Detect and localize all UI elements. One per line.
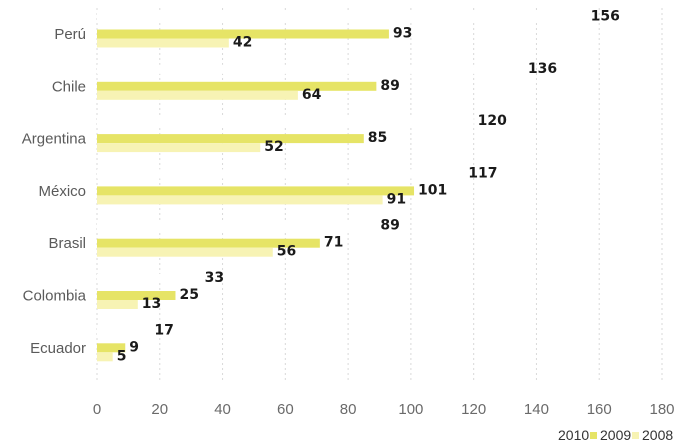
value-label-2008: 52 xyxy=(264,139,283,155)
value-label-2009: 89 xyxy=(380,78,399,94)
bar-2009 xyxy=(97,29,389,39)
bar-2010 xyxy=(97,326,151,336)
bar-2009 xyxy=(97,343,126,353)
category-label: Ecuador xyxy=(30,340,86,357)
category-label: Chile xyxy=(52,78,86,95)
value-label-2009: 101 xyxy=(418,182,447,198)
x-tick-label: 160 xyxy=(587,401,612,418)
legend-label-2010: 2010 xyxy=(558,427,589,443)
value-label-2008: 42 xyxy=(233,35,252,51)
value-label-2010: 17 xyxy=(154,322,173,338)
x-axis-ticks: 0 20 40 60 80 100 120 140 160 180 xyxy=(93,401,675,418)
x-tick-label: 40 xyxy=(214,401,231,418)
value-label-2008: 91 xyxy=(387,191,406,207)
bar-2008 xyxy=(97,38,229,48)
value-label-2009: 9 xyxy=(129,339,139,355)
bar-2010 xyxy=(97,117,474,127)
bar-2009 xyxy=(97,291,176,300)
value-label-2010: 156 xyxy=(591,9,620,25)
category-label: Perú xyxy=(54,26,86,43)
bar-2009 xyxy=(97,81,377,91)
bar-2008 xyxy=(97,195,383,205)
x-tick-label: 0 xyxy=(93,401,101,418)
x-tick-label: 100 xyxy=(398,401,423,418)
x-tick-label: 180 xyxy=(649,401,674,418)
value-label-2008: 13 xyxy=(142,296,161,312)
bar-2008 xyxy=(97,247,273,257)
value-label-2008: 5 xyxy=(117,348,127,364)
legend-label-2008: 2008 xyxy=(642,427,673,443)
value-label-2010: 136 xyxy=(528,61,557,77)
bar-2008 xyxy=(97,90,298,100)
x-tick-label: 140 xyxy=(524,401,549,418)
bar-2010 xyxy=(97,221,377,231)
x-tick-label: 60 xyxy=(277,401,294,418)
bar-2010 xyxy=(97,169,465,179)
legend-swatch-2009 xyxy=(590,432,597,439)
x-tick-label: 120 xyxy=(461,401,486,418)
value-label-2010: 117 xyxy=(468,165,497,181)
value-labels: 156 93 42 136 89 64 120 85 52 117 101 91 89 71 56 33 25 1… xyxy=(117,9,620,365)
value-label-2009: 25 xyxy=(179,287,198,303)
value-label-2009: 71 xyxy=(324,235,343,251)
bar-2010 xyxy=(97,12,587,22)
bar-2009 xyxy=(97,186,415,196)
bar-2010 xyxy=(97,64,524,74)
value-label-2009: 85 xyxy=(368,130,387,146)
legend-label-2009: 2009 xyxy=(600,427,631,443)
bar-2009 xyxy=(97,134,364,144)
value-label-2010: 120 xyxy=(478,113,507,129)
x-tick-label: 20 xyxy=(151,401,168,418)
legend-swatch-2008 xyxy=(632,432,639,439)
value-label-2008: 56 xyxy=(277,244,296,260)
value-label-2010: 89 xyxy=(380,218,399,234)
value-label-2010: 33 xyxy=(205,270,224,286)
bar-2008 xyxy=(97,300,138,309)
bar-2008 xyxy=(97,143,261,153)
value-label-2008: 64 xyxy=(302,87,322,103)
category-labels: Perú Chile Argentina México Brasil Colombia Ec… xyxy=(22,26,87,357)
legend: 2010 2009 2008 xyxy=(558,427,673,443)
category-label: Argentina xyxy=(22,131,87,148)
bar-2008 xyxy=(97,352,113,362)
x-tick-label: 80 xyxy=(340,401,357,418)
bar-layer xyxy=(97,12,587,362)
bar-2009 xyxy=(97,238,320,248)
category-label: Colombia xyxy=(23,288,87,305)
value-label-2009: 93 xyxy=(393,26,412,42)
category-label: México xyxy=(38,183,86,200)
bar-2010 xyxy=(97,274,201,283)
category-label: Brasil xyxy=(48,235,86,252)
